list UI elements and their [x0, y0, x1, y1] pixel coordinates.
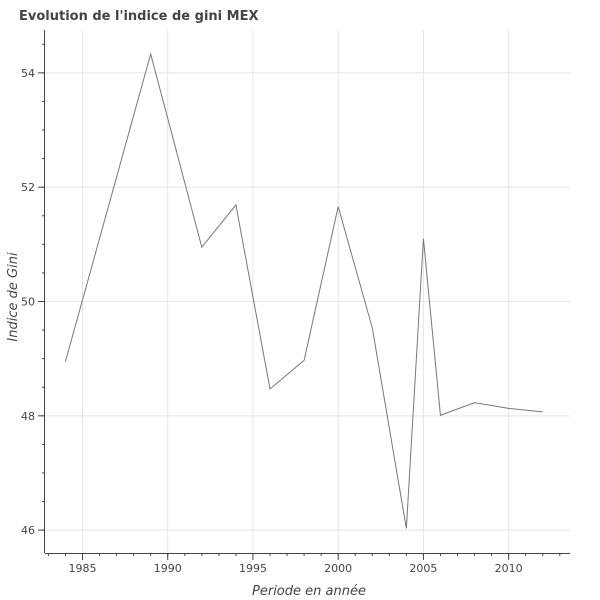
axis-layer: 1985 1990 1995 2000 2005 2010 46 48 50 52 54 [21, 30, 570, 575]
chart-title: Evolution de l'indice de gini MEX [19, 9, 259, 24]
y-tick-label: 52 [21, 181, 35, 194]
x-tick-label: 2005 [409, 562, 437, 575]
x-tick-label: 1995 [239, 562, 267, 575]
x-tick-label: 2000 [324, 562, 352, 575]
y-axis-label: Indice de Gini [6, 252, 21, 342]
series-layer [64, 52, 543, 529]
x-tick-label: 1990 [154, 562, 182, 575]
y-tick-label: 50 [21, 296, 35, 309]
grid-layer [45, 30, 570, 553]
y-tick-label: 48 [21, 410, 35, 423]
x-tick-label: 2010 [495, 562, 523, 575]
y-tick-label: 54 [21, 67, 35, 80]
x-tick-label: 1985 [69, 562, 97, 575]
plot-area [45, 30, 570, 553]
x-axis-label: Periode en année [252, 584, 366, 599]
y-tick-label: 46 [21, 524, 35, 537]
series-line [64, 52, 543, 529]
